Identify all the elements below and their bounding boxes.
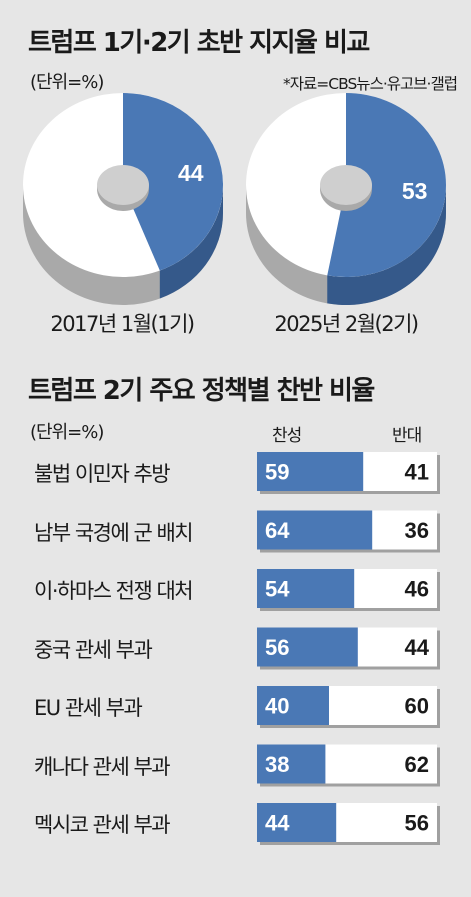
bar-for-label: 38 <box>265 752 289 777</box>
donut-value-label: 53 <box>402 178 428 204</box>
donut-value-label: 44 <box>178 160 204 186</box>
chart-title-2: 트럼프 2기 주요 정책별 찬반 비율 <box>28 376 375 406</box>
chart-title-1: 트럼프 1기·2기 초반 지지율 비교 <box>28 28 370 58</box>
bar-for-label: 44 <box>265 811 290 836</box>
bar-for <box>257 569 355 608</box>
bar-against-label: 44 <box>405 635 430 660</box>
bar-row: 44 56 <box>257 803 440 845</box>
bar-against-label: 62 <box>405 752 429 777</box>
col-header-against: 반대 <box>392 426 422 446</box>
bar-for <box>257 803 337 842</box>
bar-against-label: 56 <box>405 811 429 836</box>
donut-caption-2: 2025년 2월(2기) <box>274 312 419 336</box>
bar-against-label: 36 <box>405 518 429 543</box>
bar-for-label: 64 <box>265 518 290 543</box>
donut-2: 53 <box>246 93 446 305</box>
donut-caption-1: 2017년 1월(1기) <box>50 312 195 336</box>
bar-row: 54 46 <box>257 569 440 611</box>
donut-1: 44 <box>23 93 223 305</box>
bar-row: 38 62 <box>257 744 440 787</box>
bar-row: 59 41 <box>257 452 440 494</box>
donut-hole <box>320 165 372 205</box>
donut-side-highlight <box>327 185 446 305</box>
source-note: *자료=CBS뉴스·유고브·갤럽 <box>283 75 458 93</box>
col-header-for: 찬성 <box>272 426 302 446</box>
donut-slice-value <box>327 93 446 277</box>
bar-for-label: 56 <box>265 635 289 660</box>
row-label: 캐나다 관세 부과 <box>34 754 171 779</box>
donut-side-highlight <box>159 185 223 299</box>
bar-for <box>257 744 326 784</box>
bar-against-label: 60 <box>405 694 429 719</box>
bar-for-label: 54 <box>265 577 290 602</box>
bar-for <box>257 510 373 550</box>
donut-hole <box>97 165 149 205</box>
bar-for <box>257 686 329 725</box>
row-label: 중국 관세 부과 <box>34 637 153 662</box>
donut-charts: 44 53 <box>23 93 446 305</box>
row-label: 이·하마스 전쟁 대처 <box>34 579 194 603</box>
bar-row: 64 36 <box>257 510 440 553</box>
bar-for-label: 59 <box>265 460 289 485</box>
row-label: 멕시코 관세 부과 <box>34 813 171 837</box>
donut-slice-value <box>123 93 223 271</box>
bar-for-label: 40 <box>265 694 289 719</box>
bar-for <box>257 627 358 667</box>
bar-row: 56 44 <box>257 627 440 670</box>
bar-for <box>257 452 364 491</box>
row-label: 남부 국경에 군 배치 <box>34 520 194 545</box>
bar-against-label: 46 <box>405 577 429 602</box>
unit-label-2: (단위=%) <box>30 422 104 443</box>
row-label: 불법 이민자 추방 <box>34 462 171 486</box>
bar-against-label: 41 <box>405 460 429 485</box>
row-label: EU 관세 부과 <box>34 696 143 720</box>
bar-row: 40 60 <box>257 686 440 728</box>
unit-label-1: (단위=%) <box>30 72 104 93</box>
